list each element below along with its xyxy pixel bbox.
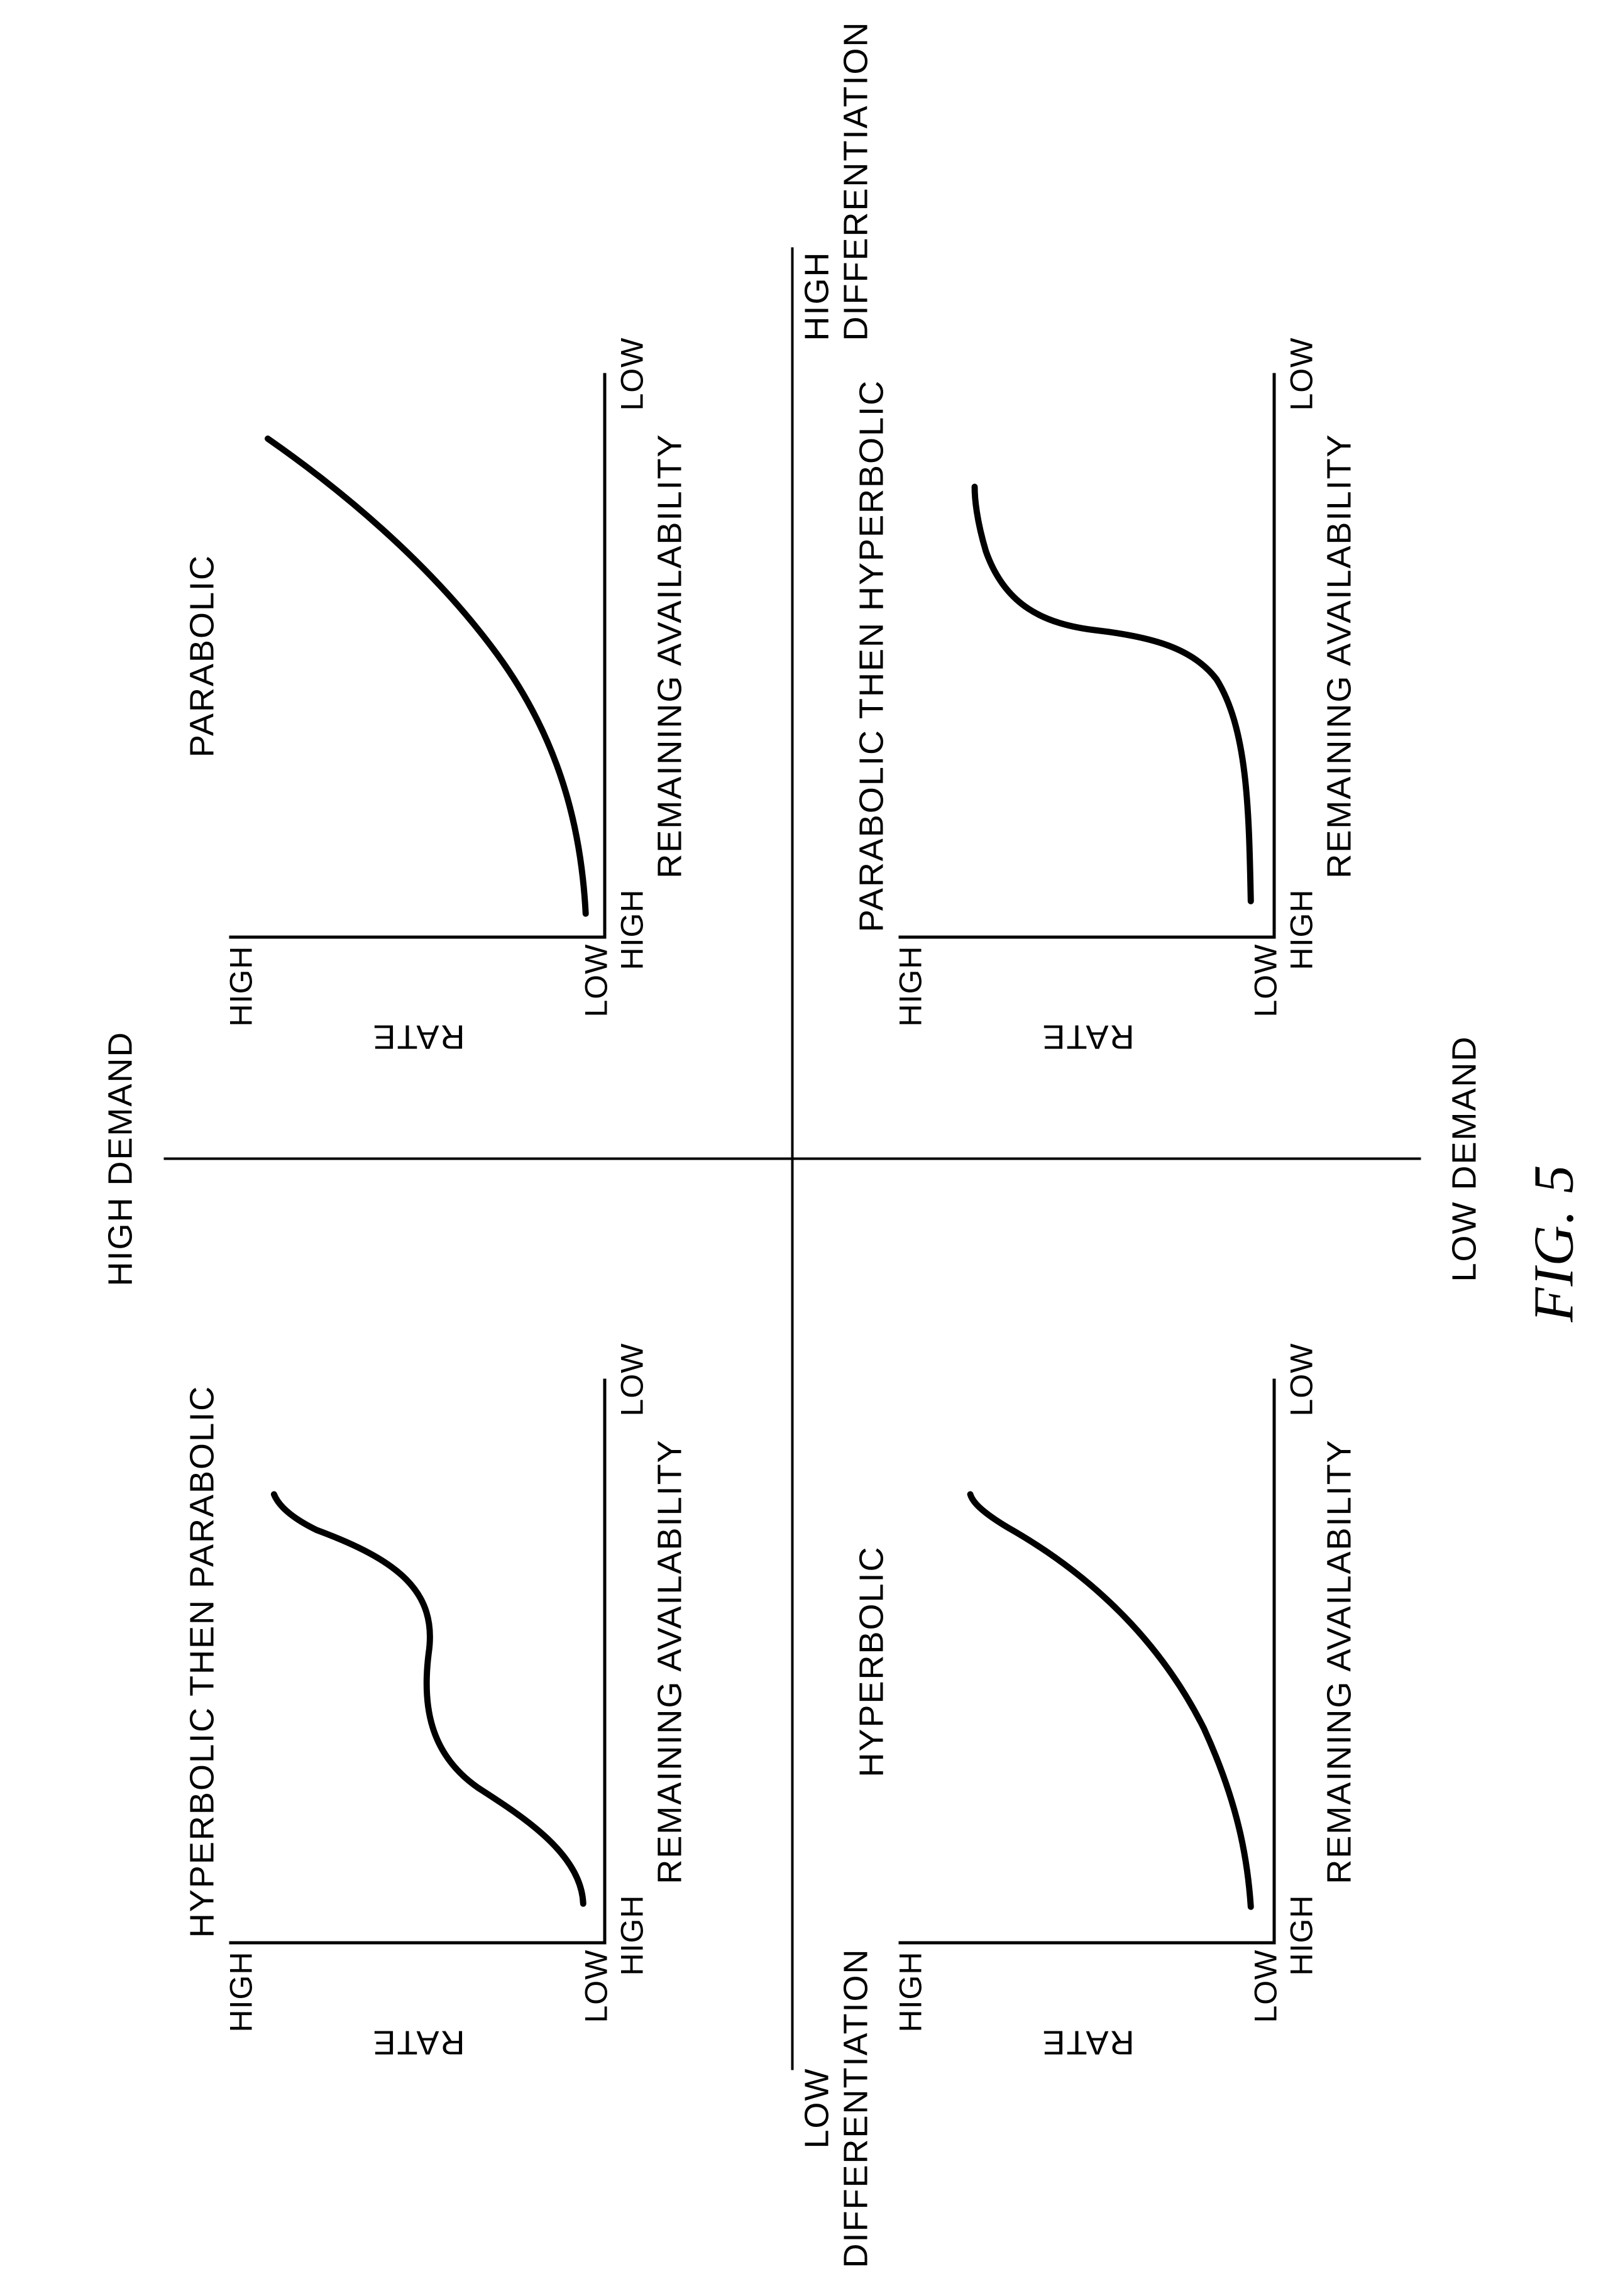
chart-title: PARABOLIC THEN HYPERBOLIC: [852, 310, 891, 1001]
chart-frame: [229, 1378, 606, 1944]
axis-label-top: HIGH DEMAND: [101, 1031, 140, 1286]
curve-path: [970, 1494, 1250, 1906]
quadrant-top-left: HYPERBOLIC THEN PARABOLIC RATE HIGH LOW …: [182, 1316, 698, 2007]
page: HIGH DEMAND LOW DEMAND LOW DIFFERENTIATI…: [0, 0, 1613, 2296]
axis-label-right: HIGH DIFFERENTIATION: [797, 21, 875, 341]
x-tick-low: LOW: [1283, 337, 1319, 410]
availability-axis-label: REMAINING AVAILABILITY: [650, 1316, 689, 2007]
y-tick-high: HIGH: [223, 945, 259, 1026]
quadrant-bottom-right: PARABOLIC THEN HYPERBOLIC RATE HIGH LOW …: [852, 310, 1367, 1001]
y-tick-high: HIGH: [892, 945, 928, 1026]
rate-axis-label: RATE: [372, 1017, 465, 1056]
availability-axis-label: REMAINING AVAILABILITY: [1319, 310, 1358, 1001]
rate-axis-label: RATE: [372, 2023, 465, 2062]
rate-axis-label: RATE: [1041, 1017, 1134, 1056]
chart-svg: [229, 1378, 603, 1941]
figure-caption: FIG. 5: [1521, 1163, 1586, 1322]
x-tick-high: HIGH: [1283, 1894, 1319, 1975]
x-tick-high: HIGH: [614, 1894, 650, 1975]
vertical-axis-line: [163, 1157, 1421, 1160]
availability-axis-label: REMAINING AVAILABILITY: [650, 310, 689, 1001]
rate-axis-label: RATE: [1041, 2023, 1134, 2062]
availability-axis-label: REMAINING AVAILABILITY: [1319, 1316, 1358, 2007]
chart-title: PARABOLIC: [182, 310, 221, 1001]
quadrant-diagram: HIGH DEMAND LOW DEMAND LOW DIFFERENTIATI…: [163, 247, 1421, 2070]
chart-frame: [229, 373, 606, 938]
x-tick-low: LOW: [614, 337, 650, 410]
x-tick-high: HIGH: [1283, 889, 1319, 970]
chart-title: HYPERBOLIC THEN PARABOLIC: [182, 1316, 221, 2007]
chart-svg: [229, 373, 603, 935]
x-tick-low: LOW: [1283, 1343, 1319, 1416]
y-tick-high: HIGH: [223, 1951, 259, 2032]
chart-title: HYPERBOLIC: [852, 1316, 891, 2007]
curve-path: [273, 1494, 583, 1903]
chart-svg: [898, 1378, 1272, 1941]
quadrant-top-right: PARABOLIC RATE HIGH LOW HIGH LOW REMAINI…: [182, 310, 698, 1001]
curve-path: [974, 486, 1250, 901]
chart-svg: [898, 373, 1272, 935]
axis-label-bottom: LOW DEMAND: [1445, 1035, 1484, 1282]
quadrant-bottom-left: HYPERBOLIC RATE HIGH LOW HIGH LOW REMAIN…: [852, 1316, 1367, 2007]
y-tick-low: LOW: [1247, 1949, 1284, 2023]
y-tick-low: LOW: [578, 1949, 614, 2023]
y-tick-high: HIGH: [892, 1951, 928, 2032]
y-tick-low: LOW: [578, 943, 614, 1017]
x-tick-low: LOW: [614, 1343, 650, 1416]
curve-path: [267, 438, 585, 913]
x-tick-high: HIGH: [614, 889, 650, 970]
chart-frame: [898, 1378, 1275, 1944]
chart-frame: [898, 373, 1275, 938]
y-tick-low: LOW: [1247, 943, 1284, 1017]
rotated-canvas: HIGH DEMAND LOW DEMAND LOW DIFFERENTIATI…: [0, 0, 1613, 2296]
